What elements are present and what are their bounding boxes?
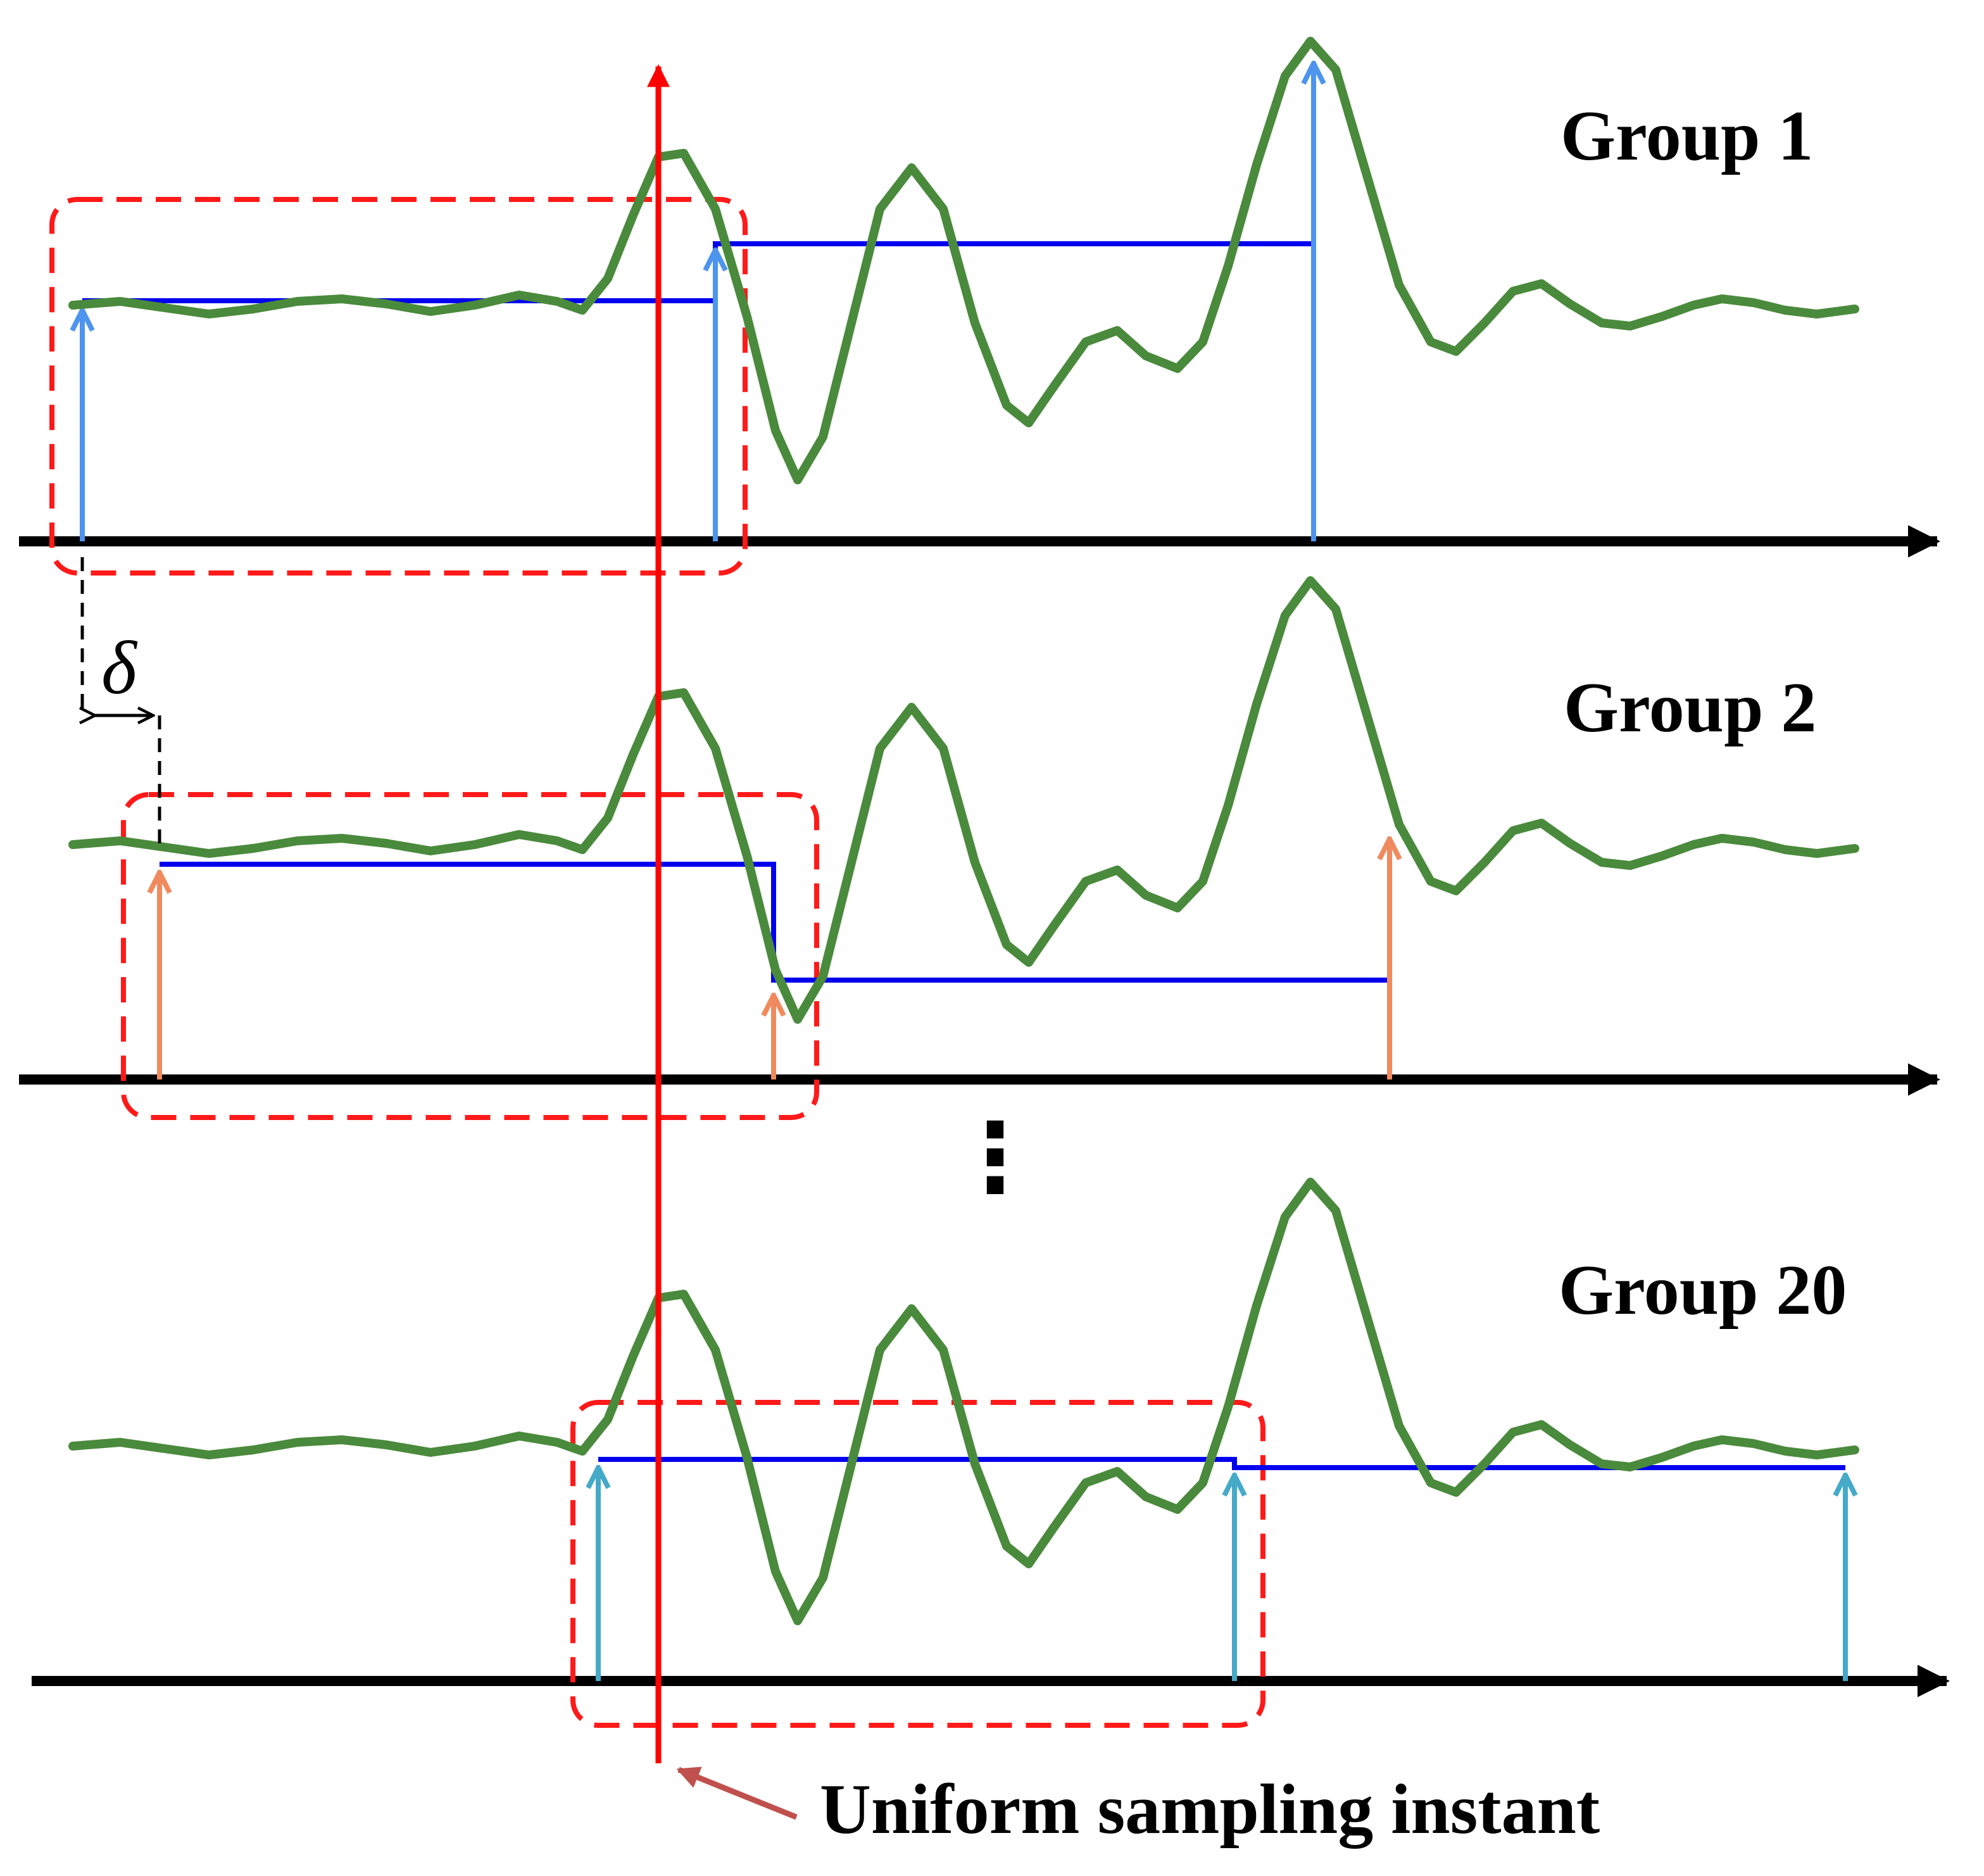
group-1-label: Group 1	[1560, 97, 1813, 175]
group-1-signal-waveform	[68, 37, 1859, 484]
group-20-label: Group 20	[1559, 1251, 1847, 1330]
group-2-signal-waveform	[68, 576, 1859, 1024]
group-20-zero-order-hold	[598, 1457, 1845, 1470]
delta-symbol: δ	[101, 626, 138, 710]
group-1-panel: Group 1	[19, 37, 1941, 576]
ellipsis: ⋮	[948, 1103, 1043, 1213]
group-20-sampling-window	[570, 1400, 1265, 1728]
group-2-zero-order-hold	[160, 862, 1390, 983]
caption-pointer-arrow	[676, 1766, 798, 1820]
group-20-signal-waveform	[68, 1178, 1859, 1625]
group-1-sampling-window	[49, 197, 748, 576]
group-2-sampling-window	[121, 792, 819, 1120]
caption: Uniform sampling instant	[820, 1770, 1600, 1849]
group-1-zero-order-hold	[82, 241, 1314, 303]
group-20-panel: Group 20	[32, 1178, 1950, 1728]
group-2-panel: Group 2	[19, 576, 1941, 1120]
group-2-label: Group 2	[1564, 669, 1816, 747]
delta-offset-annotation: δ	[82, 557, 161, 852]
